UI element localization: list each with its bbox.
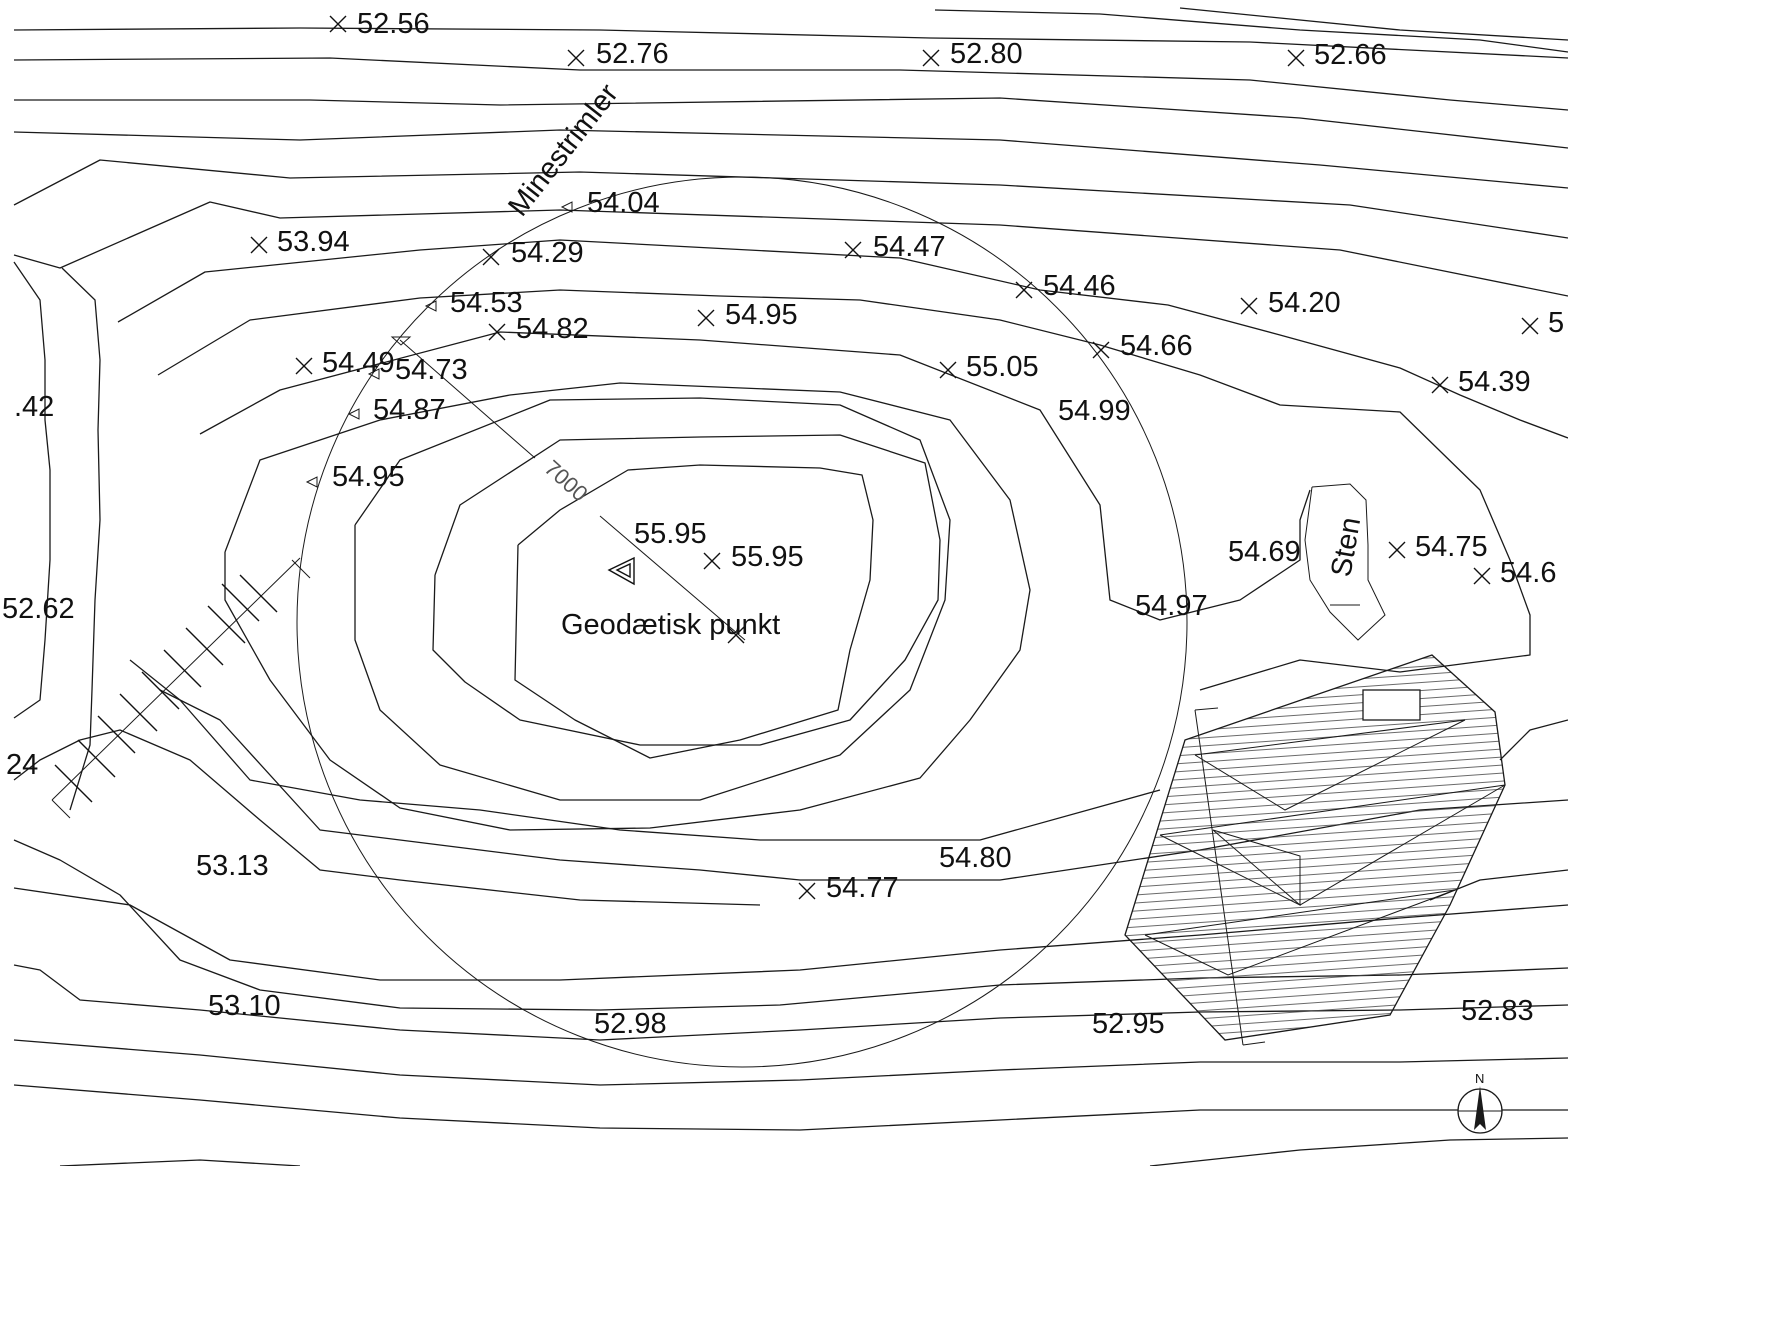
north-label: N (1475, 1071, 1484, 1086)
contour-line (59, 1159, 301, 1166)
radius-label: 7000 (540, 455, 593, 506)
spot-height: 53.94 (277, 226, 350, 258)
contour-line (1499, 719, 1568, 761)
spot-height: 55.95 (731, 541, 804, 573)
contour-label: 52.62 (2, 593, 75, 625)
spot-height-markers (250, 15, 1539, 900)
spot-height: 54.75 (1415, 531, 1488, 563)
contour-line (157, 289, 1531, 691)
spot-height: 54.73 (395, 354, 468, 386)
contour-line (13, 261, 51, 719)
contour-label: 52.98 (594, 1008, 667, 1040)
topographic-map: 7000 Minestrimler Sten (2, 7, 1568, 1166)
contour-label: 54.69 (1228, 536, 1301, 568)
contour-line (934, 9, 1568, 53)
spot-height: 54.46 (1043, 270, 1116, 302)
contour-line (13, 27, 1568, 59)
contour-line (199, 331, 1311, 621)
contour-line (224, 382, 1031, 831)
mine-strip (51, 557, 311, 819)
contour-line (354, 397, 951, 801)
contour-line (117, 239, 1568, 439)
contour-label: 53.13 (196, 850, 269, 882)
geodetic-point-icon (607, 556, 635, 586)
contour-label: 55.95 (634, 518, 707, 550)
spot-height: 54.95 (725, 299, 798, 331)
radius-circle (296, 176, 1188, 1068)
stone-outline (1304, 483, 1386, 641)
spot-height: 5 (1548, 307, 1564, 339)
contour-label: 52.83 (1461, 995, 1534, 1027)
spot-height: 54.04 (587, 187, 660, 219)
radius-line (399, 339, 536, 459)
contour-line (13, 1084, 1568, 1131)
spot-height-labels: 52.56 52.76 52.80 52.66 53.94 54.29 54.4… (277, 8, 1564, 904)
contour-line (14, 97, 1568, 149)
spot-height: 54.20 (1268, 287, 1341, 319)
contour-label: 24 (6, 749, 38, 781)
spot-height: 54.29 (511, 237, 584, 269)
spot-height: 55.05 (966, 351, 1039, 383)
stone-label: Sten (1325, 515, 1367, 579)
spot-height: 54.49 (322, 347, 395, 379)
spot-height: 54.82 (516, 313, 589, 345)
spot-height: 54.39 (1458, 366, 1531, 398)
spot-height: 52.76 (596, 38, 669, 70)
contour-line (13, 201, 1568, 297)
building (1124, 654, 1506, 1046)
spot-height: 54.47 (873, 231, 946, 263)
spot-height: 54.77 (826, 872, 899, 904)
spot-height: 54.66 (1120, 330, 1193, 362)
contour-label: 54.99 (1058, 395, 1131, 427)
spot-height: 52.66 (1314, 39, 1387, 71)
contour-label: 53.10 (208, 990, 281, 1022)
geodetic-point-label: Geodætisk punkt (561, 609, 780, 641)
spot-height: 54.53 (450, 287, 523, 319)
contour-label: 54.97 (1135, 590, 1208, 622)
contour-line (61, 267, 101, 811)
contour-line (13, 57, 1568, 111)
contour-label: 52.95 (1092, 1008, 1165, 1040)
contour-line (514, 464, 874, 759)
contour-line (1179, 7, 1568, 41)
triangle-markers (305, 201, 573, 488)
contour-labels: .42 54.99 55.95 54.69 52.62 54.97 24 53.… (2, 391, 1534, 1040)
contour-line (13, 729, 761, 906)
contour-line (13, 159, 1568, 239)
spot-height: 52.80 (950, 38, 1023, 70)
contour-line (13, 129, 1568, 189)
contour-line (432, 434, 941, 746)
spot-height: 54.95 (332, 461, 405, 493)
contour-label: .42 (14, 391, 54, 423)
spot-height: 54.6 (1500, 557, 1556, 589)
contour-line (13, 1039, 1568, 1086)
triangle-spot-labels: 54.04 54.53 54.73 54.87 54.95 (332, 187, 660, 493)
spot-height: 52.56 (357, 8, 430, 40)
contour-line (1149, 1137, 1568, 1166)
contour-line (129, 659, 1161, 841)
spot-height: 54.87 (373, 394, 446, 426)
radius-line (599, 515, 746, 641)
north-arrow-icon (1457, 1086, 1503, 1134)
contour-label: 54.80 (939, 842, 1012, 874)
